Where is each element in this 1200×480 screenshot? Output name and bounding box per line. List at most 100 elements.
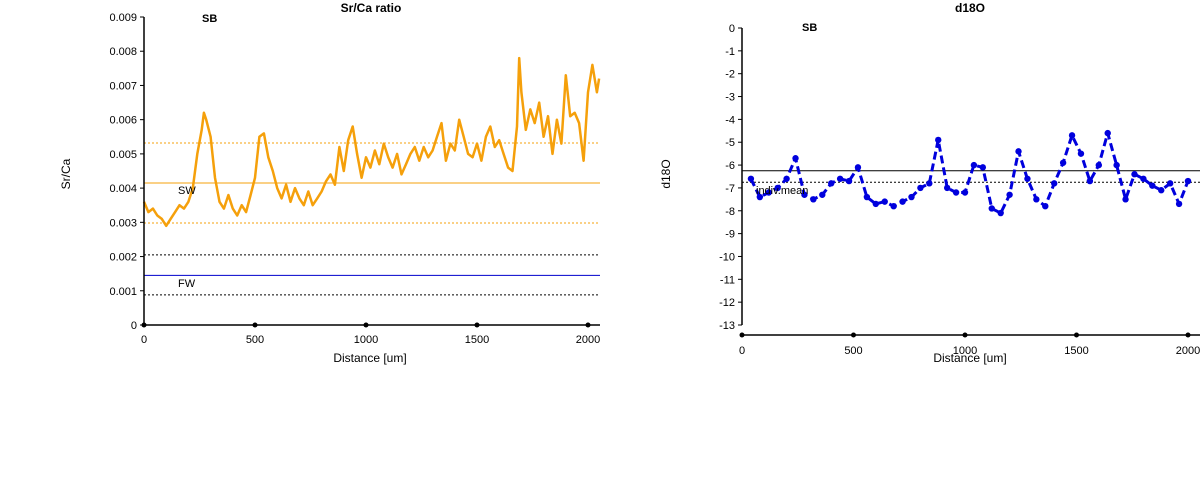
- d18o-x-axis-title: Distance [um]: [933, 351, 1006, 365]
- d18o-data-point: [1175, 200, 1183, 208]
- srca-y-tick-label: 0.007: [109, 80, 137, 92]
- d18o-data-point: [899, 198, 906, 205]
- d18o-data-point: [935, 136, 942, 144]
- d18o-data-point: [943, 184, 951, 192]
- d18o-y-tick-label: -8: [725, 206, 735, 218]
- d18o-data-point: [783, 175, 790, 182]
- d18o-data-point: [1086, 177, 1094, 185]
- srca-y-axis-title: Sr/Ca: [59, 158, 73, 189]
- d18o-data-point: [1113, 161, 1120, 169]
- srca-reference-lines: [144, 142, 600, 296]
- d18o-y-tick-label: -13: [719, 320, 735, 332]
- srca-x-tick-label: 1000: [354, 334, 378, 346]
- d18o-data-point: [908, 193, 915, 201]
- d18o-data-point: [828, 180, 835, 187]
- d18o-data-point: [836, 175, 844, 182]
- srca-x-tick-label: 2000: [576, 334, 600, 346]
- d18o-x-tick-label: 0: [739, 345, 745, 357]
- d18o-data-point: [1015, 148, 1022, 155]
- srca-y-tick-label: 0.005: [109, 149, 137, 161]
- d18o-x-tick-mark: [851, 332, 856, 338]
- srca-y-tick-label: 0.006: [109, 115, 137, 127]
- srca-fw-annotation: FW: [178, 278, 196, 290]
- d18o-chart: d18O SB Distance [um] d18O 0 -1 -2 -3 -4 -5 -6…: [659, 1, 1200, 365]
- srca-y-ticks: 0 0.001 0.002 0.003 0.004 0.005 0.006 0.007 0.00…: [109, 12, 144, 332]
- d18o-data-point: [810, 196, 817, 203]
- d18o-x-tick-mark: [962, 332, 968, 338]
- d18o-data-point: [979, 164, 987, 171]
- srca-x-tick-label: 1500: [465, 334, 489, 346]
- srca-x-tick-label: 500: [246, 334, 264, 346]
- srca-y-tick-label: 0.003: [109, 217, 137, 229]
- d18o-data-point: [765, 189, 772, 196]
- srca-y-tick-label: 0.001: [109, 286, 137, 298]
- d18o-x-tick-label: 1000: [953, 345, 977, 357]
- d18o-data-point: [917, 184, 924, 192]
- d18o-y-ticks: 0 -1 -2 -3 -4 -5 -6 -7 -8 -9 -10 -11 -12 -13: [719, 23, 742, 332]
- d18o-data-point: [1006, 191, 1013, 198]
- d18o-series-line: [749, 131, 1190, 215]
- srca-series: [142, 56, 601, 228]
- d18o-data-point: [1095, 161, 1103, 169]
- d18o-y-axis-title: d18O: [659, 159, 673, 188]
- d18o-data-point: [1033, 196, 1040, 203]
- d18o-data-point: [747, 175, 755, 182]
- d18o-data-point: [1024, 175, 1031, 182]
- d18o-data-point: [1166, 180, 1174, 187]
- srca-x-tick-mark: [585, 322, 591, 328]
- d18o-data-point: [1042, 203, 1049, 210]
- d18o-data-point: [801, 191, 808, 198]
- srca-x-tick-mark: [252, 322, 258, 328]
- d18o-y-tick-label: -6: [725, 160, 735, 172]
- d18o-data-point: [1158, 187, 1165, 194]
- d18o-data-point: [819, 191, 826, 198]
- d18o-y-tick-label: -5: [725, 137, 735, 149]
- d18o-x-tick-label: 2000: [1176, 345, 1200, 357]
- d18o-data-point: [1149, 182, 1156, 189]
- srca-x-tick-mark: [474, 322, 480, 328]
- d18o-data-point: [1077, 150, 1085, 157]
- d18o-data-point: [997, 209, 1004, 217]
- d18o-data-point: [1051, 180, 1058, 187]
- d18o-data-point: [1131, 171, 1138, 178]
- d18o-y-tick-label: -12: [719, 297, 735, 309]
- srca-x-tick-mark: [363, 322, 369, 328]
- d18o-data-point: [890, 203, 897, 210]
- d18o-x-tick-mark: [1185, 332, 1191, 338]
- d18o-data-point: [1184, 177, 1192, 185]
- d18o-data-point: [952, 189, 960, 196]
- d18o-y-tick-label: -9: [725, 229, 735, 241]
- d18o-x-tick-label: 1500: [1064, 345, 1088, 357]
- srca-y-tick-label: 0.002: [109, 252, 137, 264]
- srca-x-ticks: 0 500 1000 1500 2000: [141, 322, 600, 346]
- d18o-chart-title: d18O: [955, 1, 985, 15]
- d18o-data-point: [1059, 159, 1067, 166]
- srca-series-line: [142, 56, 601, 228]
- srca-x-axis-title: Distance [um]: [333, 351, 406, 365]
- d18o-data-point: [1068, 132, 1076, 139]
- d18o-data-point: [854, 164, 862, 171]
- d18o-y-tick-label: -4: [725, 114, 735, 126]
- srca-y-tick-label: 0: [131, 320, 137, 332]
- d18o-data-point: [961, 189, 969, 196]
- d18o-x-ticks: 0 500 1000 1500 2000: [739, 332, 1200, 357]
- srca-x-tick-label: 0: [141, 334, 147, 346]
- d18o-site-label: SB: [802, 22, 817, 34]
- srca-sw-annotation: SW: [178, 185, 196, 197]
- d18o-x-tick-mark: [739, 332, 745, 338]
- srca-y-tick-label: 0.008: [109, 46, 137, 58]
- d18o-y-tick-label: -7: [725, 183, 735, 195]
- d18o-y-tick-label: -2: [725, 69, 735, 81]
- srca-y-tick-label: 0.004: [109, 183, 137, 195]
- d18o-data-point: [970, 161, 978, 169]
- d18o-x-tick-label: 500: [844, 345, 862, 357]
- srca-x-tick-mark: [141, 322, 147, 328]
- d18o-data-point: [881, 198, 888, 205]
- d18o-data-point: [1104, 129, 1111, 137]
- d18o-data-point: [792, 155, 799, 162]
- d18o-data-point: [926, 180, 933, 187]
- d18o-y-tick-label: -3: [725, 92, 735, 104]
- d18o-mean-annotation: indiv.mean: [756, 185, 808, 197]
- d18o-data-point: [756, 193, 764, 201]
